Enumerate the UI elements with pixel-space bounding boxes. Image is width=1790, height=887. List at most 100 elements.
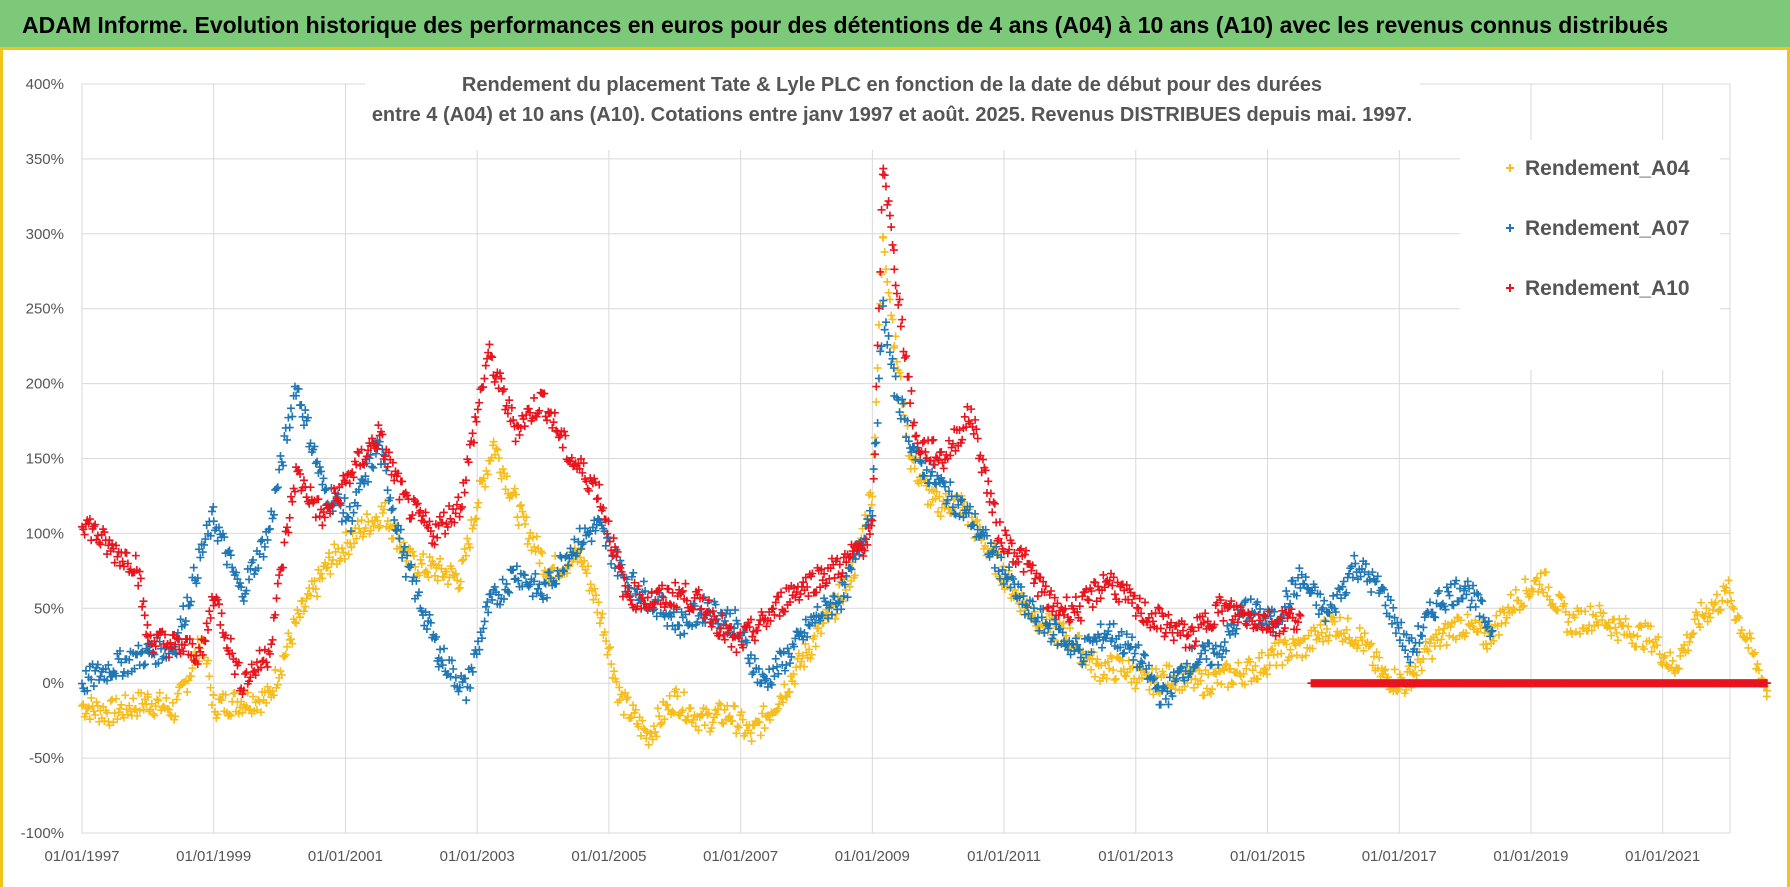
Rendement_A04-point — [664, 705, 673, 714]
Rendement_A07-point — [676, 631, 685, 640]
Rendement_A07-point — [539, 595, 548, 604]
Rendement_A04-point — [595, 619, 604, 628]
legend-label: Rendement_A10 — [1525, 277, 1690, 300]
Rendement_A10-point — [122, 548, 131, 557]
Rendement_A10-point — [113, 552, 122, 561]
Rendement_A07-point — [339, 508, 348, 517]
Rendement_A04-point — [1647, 647, 1656, 656]
Rendement_A07-point — [1063, 645, 1072, 654]
Rendement_A04-point — [634, 722, 643, 731]
Rendement_A10-point — [1084, 596, 1093, 605]
y-tick-label: 350% — [26, 151, 64, 168]
Rendement_A04-point — [361, 524, 370, 533]
Rendement_A10-point — [403, 491, 412, 500]
Rendement_A04-point — [594, 598, 603, 607]
Rendement_A07-point — [337, 517, 346, 526]
Rendement_A07-point — [263, 535, 272, 544]
Rendement_A10-point — [989, 498, 998, 507]
Rendement_A04-point — [514, 521, 523, 530]
Rendement_A07-point — [840, 580, 849, 589]
Rendement_A04-point — [668, 707, 677, 716]
Rendement_A04-point — [263, 682, 272, 691]
Rendement_A07-point — [566, 544, 575, 553]
Rendement_A07-point — [876, 347, 885, 356]
Rendement_A07-point — [1476, 596, 1485, 605]
Rendement_A04-point — [1564, 617, 1573, 626]
Rendement_A10-point — [412, 500, 421, 509]
Rendement_A07-point — [196, 553, 205, 562]
Rendement_A07-point — [671, 625, 680, 634]
Rendement_A07-point — [1390, 613, 1399, 622]
Rendement_A07-point — [1312, 601, 1321, 610]
Rendement_A04-point — [811, 642, 820, 651]
Rendement_A04-point — [1321, 632, 1330, 641]
Rendement_A04-point — [1428, 654, 1437, 663]
Rendement_A04-point — [1729, 604, 1738, 613]
Rendement_A07-point — [442, 670, 451, 679]
Rendement_A04-point — [1204, 670, 1213, 679]
Rendement_A04-point — [712, 710, 721, 719]
Rendement_A04-point — [383, 517, 392, 526]
Rendement_A04-point — [1137, 673, 1146, 682]
Rendement_A10-point — [441, 529, 450, 538]
Rendement_A04-point — [301, 602, 310, 611]
Rendement_A04-point — [565, 562, 574, 571]
Rendement_A04-point — [225, 710, 234, 719]
Rendement_A04-point — [205, 672, 214, 681]
Rendement_A04-point — [1746, 634, 1755, 643]
Rendement_A04-point — [1425, 639, 1434, 648]
Rendement_A07-point — [1310, 583, 1319, 592]
Rendement_A04-point — [590, 584, 599, 593]
Rendement_A04-point — [998, 581, 1007, 590]
Rendement_A07-point — [446, 672, 455, 681]
Rendement_A10-point — [328, 501, 337, 510]
Rendement_A07-point — [561, 553, 570, 562]
Rendement_A04-point — [1263, 670, 1272, 679]
Rendement_A07-point — [834, 598, 843, 607]
Rendement_A04-point — [133, 711, 142, 720]
Rendement_A10-point — [185, 635, 194, 644]
Rendement_A07-point — [536, 589, 545, 598]
Rendement_A10-point — [894, 300, 903, 309]
Rendement_A07-point — [519, 570, 528, 579]
Rendement_A04-point — [672, 685, 681, 694]
Rendement_A07-point — [746, 651, 755, 660]
Rendement_A07-point — [322, 484, 331, 493]
Rendement_A07-point — [1419, 623, 1428, 632]
Rendement_A04-point — [296, 613, 305, 622]
Rendement_A10-point — [499, 385, 508, 394]
Rendement_A07-point — [1232, 624, 1241, 633]
Rendement_A04-point — [1727, 596, 1736, 605]
Rendement_A04-point — [416, 555, 425, 564]
Rendement_A04-point — [1438, 629, 1447, 638]
Rendement_A04-point — [125, 701, 134, 710]
Rendement_A10-point — [481, 361, 490, 370]
Rendement_A07-point — [981, 525, 990, 534]
Rendement_A10-point — [383, 462, 392, 471]
Rendement_A04-point — [1372, 648, 1381, 657]
Rendement_A04-point — [1424, 647, 1433, 656]
Rendement_A10-point — [408, 511, 417, 520]
Rendement_A07-point — [104, 660, 113, 669]
Rendement_A07-point — [1073, 640, 1082, 649]
Rendement_A04-point — [1629, 630, 1638, 639]
Rendement_A04-point — [1110, 675, 1119, 684]
Rendement_A10-point — [486, 352, 495, 361]
Rendement_A04-point — [582, 569, 591, 578]
Rendement_A04-point — [1654, 632, 1663, 641]
Rendement_A10-point — [318, 521, 327, 530]
Rendement_A04-point — [1674, 664, 1683, 673]
Rendement_A10-point — [904, 372, 913, 381]
Rendement_A04-point — [399, 538, 408, 547]
Rendement_A07-point — [440, 644, 449, 653]
Rendement_A07-point — [869, 465, 878, 474]
Rendement_A04-point — [521, 520, 530, 529]
Rendement_A04-point — [112, 694, 121, 703]
Rendement_A07-point — [348, 516, 357, 525]
Rendement_A07-point — [769, 664, 778, 673]
Rendement_A10-point — [143, 620, 152, 629]
y-tick-label: -100% — [21, 825, 64, 842]
Rendement_A07-point — [447, 656, 456, 665]
Rendement_A10-point — [139, 597, 148, 606]
Rendement_A10-point — [520, 422, 529, 431]
